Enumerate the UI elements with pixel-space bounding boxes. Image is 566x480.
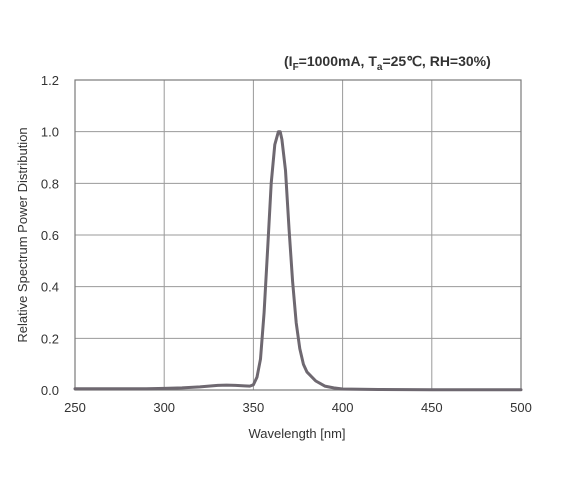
x-tick-label: 250: [64, 400, 86, 415]
y-tick-label: 0.4: [41, 280, 59, 295]
x-axis-label: Wavelength [nm]: [248, 426, 345, 441]
measurement-conditions: (IF=1000mA, Ta=25℃, RH=30%): [284, 53, 491, 73]
x-tick-label: 350: [243, 400, 265, 415]
condition-ta-subscript: a: [377, 62, 383, 73]
x-tick-label: 300: [153, 400, 175, 415]
condition-mid: =1000mA, T: [299, 53, 378, 69]
y-tick-label: 1.2: [41, 73, 59, 88]
condition-suffix: =25℃, RH=30%): [382, 53, 490, 69]
x-tick-label: 500: [510, 400, 532, 415]
y-tick-label: 0.6: [41, 228, 59, 243]
x-tick-label: 450: [421, 400, 443, 415]
x-tick-label: 400: [332, 400, 354, 415]
plot-frame: [74, 79, 522, 391]
x-tick-labels: 250 300 350 400 450 500: [64, 400, 532, 415]
y-tick-label: 1.0: [41, 125, 59, 140]
condition-prefix: (I: [284, 53, 293, 69]
series-lines: [73, 130, 523, 392]
y-axis-label: Relative Spectrum Power Distribution: [15, 127, 30, 342]
condition-if-subscript: F: [293, 62, 299, 73]
y-tick-label: 0.0: [41, 383, 59, 398]
spectrum-curve: [73, 130, 523, 392]
y-tick-labels: 0.0 0.2 0.4 0.6 0.8 1.0 1.2: [41, 73, 59, 398]
y-tick-label: 0.8: [41, 176, 59, 191]
y-tick-label: 0.2: [41, 331, 59, 346]
